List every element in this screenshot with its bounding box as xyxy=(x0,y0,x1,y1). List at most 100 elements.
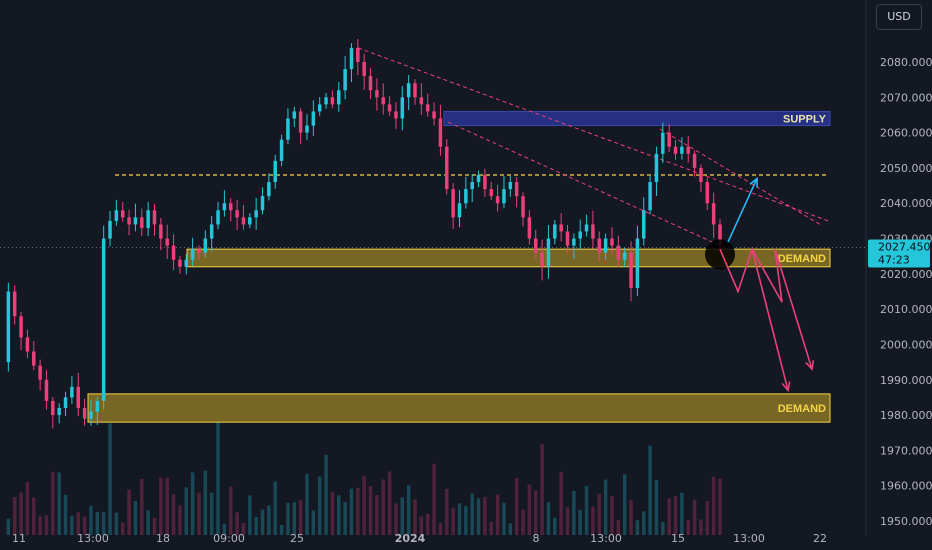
price-tick-label: 2080.000 xyxy=(880,56,932,69)
volume-bar xyxy=(57,472,61,535)
volume-bar xyxy=(464,506,468,535)
volume-bar xyxy=(508,523,513,535)
volume-bar xyxy=(438,523,443,535)
candle-body xyxy=(140,217,144,228)
candle-body xyxy=(146,210,150,228)
candle-body xyxy=(222,203,227,211)
volume-bar xyxy=(305,473,309,535)
candle-body xyxy=(527,217,532,239)
volume-bar xyxy=(89,505,93,535)
volume-bar xyxy=(667,498,671,535)
volume-bar xyxy=(673,496,678,535)
demand-zone-label: DEMAND xyxy=(778,403,826,415)
volume-bar xyxy=(76,512,80,535)
time-tick-label: 18 xyxy=(156,532,170,545)
candle-body xyxy=(381,97,385,105)
candle-body xyxy=(711,203,716,225)
candle-body xyxy=(572,238,576,246)
price-tick-label: 1980.000 xyxy=(880,409,932,422)
candle-body xyxy=(279,139,284,161)
volume-bar xyxy=(171,494,176,535)
bearish-projection-arrow-1-head xyxy=(781,381,791,393)
candle-body xyxy=(12,291,17,317)
time-tick-label: 13:00 xyxy=(77,532,109,545)
candle-body xyxy=(521,196,525,218)
candle-body xyxy=(305,125,309,133)
candle-body xyxy=(642,210,646,239)
candle-body xyxy=(654,153,659,183)
candle-body xyxy=(673,146,678,154)
time-tick-label: 11 xyxy=(12,532,26,545)
currency-selector-button[interactable]: USD xyxy=(876,4,922,30)
candle-body xyxy=(406,83,411,98)
supply-zone-label: SUPPLY xyxy=(783,113,827,125)
volume-bar xyxy=(140,478,144,535)
volume-bar xyxy=(476,498,481,535)
volume-bar xyxy=(260,509,265,535)
projection-arrows xyxy=(705,176,815,393)
candle-body xyxy=(228,203,233,211)
volume-bar xyxy=(527,484,532,535)
volume-bar xyxy=(349,488,354,535)
time-tick-label: 15 xyxy=(671,532,685,545)
candle-body xyxy=(597,238,602,253)
volume-bar xyxy=(457,503,462,535)
candle-body xyxy=(635,238,640,288)
candle-body xyxy=(387,104,392,112)
candle-body xyxy=(82,408,87,419)
time-tick-label: 25 xyxy=(290,532,304,545)
volume-bar xyxy=(165,477,169,535)
demand-zone xyxy=(87,393,831,423)
annotation-lines xyxy=(0,47,866,250)
candle-body xyxy=(686,146,690,154)
volume-bar xyxy=(502,502,506,535)
candle-body xyxy=(451,189,455,218)
volume-bar xyxy=(273,481,277,535)
candle-body xyxy=(286,118,290,140)
axes: 2080.000 2070.000 2060.000 2050.000 2040.000… xyxy=(12,0,932,545)
volume-bar xyxy=(44,515,49,535)
volume-bar xyxy=(387,471,392,535)
candle-body xyxy=(591,224,595,239)
volume-bar xyxy=(159,477,163,535)
price-tick-label: 1970.000 xyxy=(880,444,932,457)
candle-body xyxy=(559,224,563,232)
volume-bar xyxy=(356,487,360,535)
volume-bar xyxy=(521,509,525,535)
candle-body xyxy=(298,111,303,133)
candle-body xyxy=(114,210,119,221)
candle-body xyxy=(445,146,449,190)
candle-body xyxy=(292,111,297,119)
volume-bar xyxy=(584,486,589,535)
candle-body xyxy=(324,97,328,105)
candle-body xyxy=(70,386,74,398)
candle-body xyxy=(57,408,61,416)
candle-body xyxy=(317,104,322,112)
demand-zone xyxy=(186,248,831,268)
candle-body xyxy=(184,259,189,267)
price-tick-label: 2060.000 xyxy=(880,127,932,140)
volume-bar xyxy=(705,501,710,535)
candle-body xyxy=(267,182,271,197)
candle-body xyxy=(622,252,627,260)
time-tick-label: 13:00 xyxy=(733,532,765,545)
candle-body xyxy=(457,203,462,218)
price-tick-label: 1990.000 xyxy=(880,374,932,387)
candle-body xyxy=(171,245,176,260)
volume-bar xyxy=(222,523,227,535)
price-tick-label: 2040.000 xyxy=(880,197,932,210)
candle-body xyxy=(330,97,335,105)
candle-body xyxy=(32,351,36,366)
price-tick-label: 2020.000 xyxy=(880,268,932,281)
bearish-projection-arrow-2 xyxy=(751,248,813,370)
volume-bar xyxy=(95,511,100,535)
candle-body xyxy=(254,210,258,218)
trendline-upper xyxy=(357,47,829,222)
candle-body xyxy=(63,397,68,409)
volume-bar xyxy=(108,423,112,535)
volume-bar xyxy=(337,495,341,535)
volume-bar xyxy=(559,471,563,535)
candle-body xyxy=(178,259,182,267)
candle-body xyxy=(394,111,398,119)
